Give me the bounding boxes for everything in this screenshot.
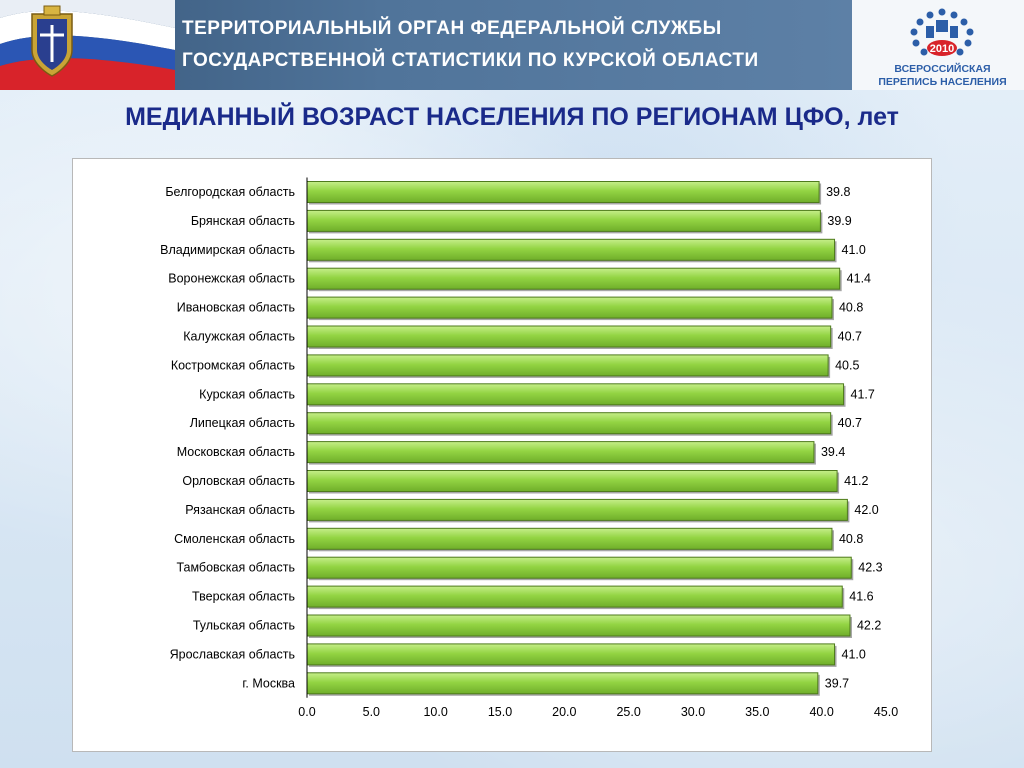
value-label: 40.8 xyxy=(839,532,863,546)
category-label: Липецкая область xyxy=(190,416,295,430)
category-label: Смоленская область xyxy=(174,532,295,546)
x-tick-label: 20.0 xyxy=(552,705,576,719)
x-tick-label: 5.0 xyxy=(363,705,380,719)
x-tick-label: 0.0 xyxy=(298,705,315,719)
value-label: 40.5 xyxy=(835,358,859,372)
bar xyxy=(306,325,832,348)
bar xyxy=(306,238,836,261)
value-label: 39.8 xyxy=(826,185,850,199)
category-label: Брянская область xyxy=(191,214,295,228)
flag-emblem xyxy=(0,0,175,90)
bar xyxy=(306,585,843,608)
chart-title: МЕДИАННЫЙ ВОЗРАСТ НАСЕЛЕНИЯ ПО РЕГИОНАМ … xyxy=(125,103,899,131)
category-label: Московская область xyxy=(177,445,295,459)
category-label: Тульская область xyxy=(193,619,295,633)
value-label: 40.8 xyxy=(839,301,863,315)
category-label: г. Москва xyxy=(242,676,295,690)
bar xyxy=(306,267,841,290)
header-line-1: ТЕРРИТОРИАЛЬНЫЙ ОРГАН ФЕДЕРАЛЬНОЙ СЛУЖБЫ xyxy=(182,18,722,39)
header-line-2: ГОСУДАРСТВЕННОЙ СТАТИСТИКИ ПО КУРСКОЙ ОБ… xyxy=(182,50,759,71)
chart-frame: Белгородская область 39.8 Брянская область… xyxy=(72,158,932,752)
category-label: Костромская область xyxy=(171,358,295,372)
bar xyxy=(306,354,829,377)
bar xyxy=(306,209,821,232)
category-label: Рязанская область xyxy=(185,503,295,517)
value-label: 39.4 xyxy=(821,445,845,459)
bar xyxy=(306,412,832,435)
value-label: 39.9 xyxy=(827,214,851,228)
x-tick-label: 45.0 xyxy=(874,705,898,719)
census-logo: 2010 ВСЕРОССИЙСКАЯ ПЕРЕПИСЬ НАСЕЛЕНИЯ xyxy=(870,6,1015,88)
value-label: 41.6 xyxy=(849,590,873,604)
bar xyxy=(306,470,838,492)
census-people-icon: 2010 xyxy=(910,8,974,56)
category-label: Ярославская область xyxy=(170,647,295,661)
bar xyxy=(306,614,851,637)
x-tick-label: 25.0 xyxy=(616,705,640,719)
value-label: 41.2 xyxy=(844,474,868,488)
category-label: Орловская область xyxy=(182,474,295,488)
category-label: Ивановская область xyxy=(177,301,295,315)
logo-line-2: ПЕРЕПИСЬ НАСЕЛЕНИЯ xyxy=(878,76,1007,88)
x-tick-label: 10.0 xyxy=(423,705,447,719)
logo-year: 2010 xyxy=(930,43,954,55)
value-label: 42.0 xyxy=(854,503,878,517)
x-tick-label: 15.0 xyxy=(488,705,512,719)
category-label: Курская область xyxy=(199,387,295,401)
category-label: Тверская область xyxy=(192,590,295,604)
category-label: Калужская область xyxy=(183,330,295,344)
x-tick-label: 35.0 xyxy=(745,705,769,719)
bar xyxy=(306,498,848,521)
value-label: 40.7 xyxy=(838,416,862,430)
value-label: 42.3 xyxy=(858,561,882,575)
value-label: 41.7 xyxy=(851,387,875,401)
bar xyxy=(306,527,833,550)
bar xyxy=(306,181,820,203)
value-label: 41.4 xyxy=(847,272,871,286)
value-label: 40.7 xyxy=(838,330,862,344)
bar-chart: Белгородская область 39.8 Брянская область… xyxy=(160,177,898,719)
value-label: 42.2 xyxy=(857,619,881,633)
logo-line-1: ВСЕРОССИЙСКАЯ xyxy=(894,63,991,75)
category-label: Владимирская область xyxy=(160,243,295,257)
category-label: Белгородская область xyxy=(165,185,295,199)
bar xyxy=(306,383,845,406)
coat-of-arms-icon xyxy=(31,5,73,77)
bar xyxy=(306,643,836,666)
value-label: 39.7 xyxy=(825,676,849,690)
bar xyxy=(306,441,815,464)
bar xyxy=(306,672,819,695)
category-label: Тамбовская область xyxy=(176,561,295,575)
x-tick-label: 30.0 xyxy=(681,705,705,719)
bar xyxy=(306,296,833,319)
category-label: Воронежская область xyxy=(168,272,295,286)
value-label: 41.0 xyxy=(842,647,866,661)
bar xyxy=(306,556,852,579)
x-tick-label: 40.0 xyxy=(809,705,833,719)
header-banner: ТЕРРИТОРИАЛЬНЫЙ ОРГАН ФЕДЕРАЛЬНОЙ СЛУЖБЫ… xyxy=(0,0,852,90)
value-label: 41.0 xyxy=(842,243,866,257)
